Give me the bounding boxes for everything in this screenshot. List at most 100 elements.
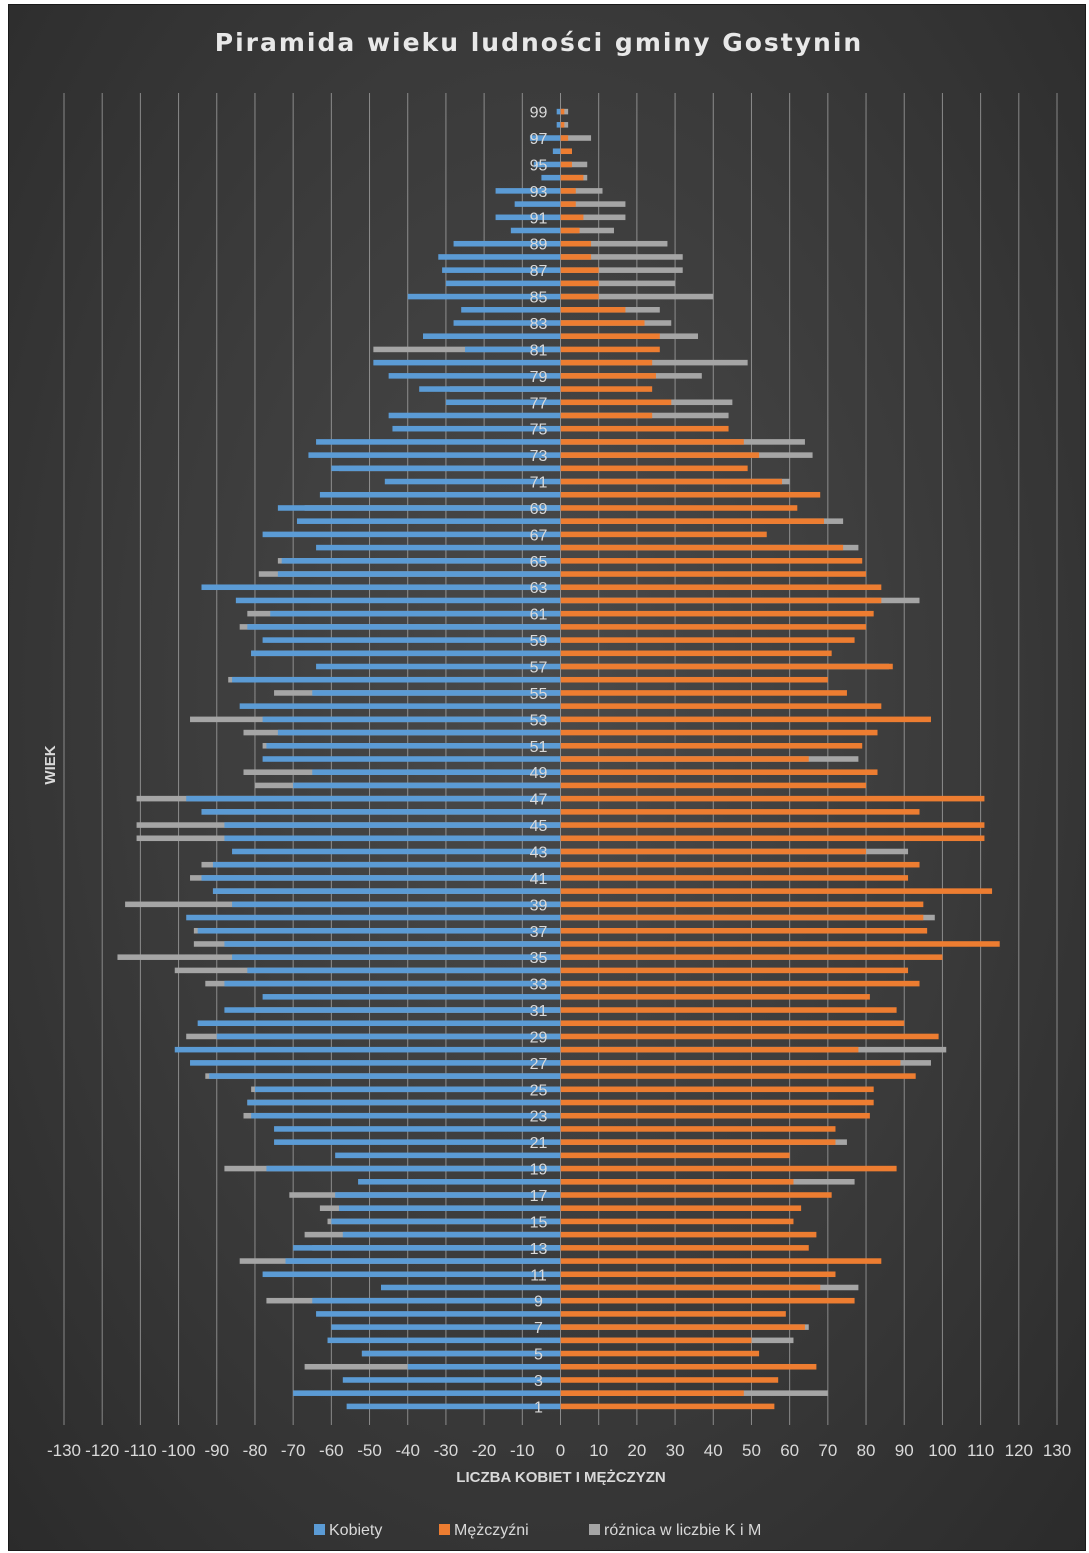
bar-women-age-26 bbox=[209, 1073, 561, 1079]
bar-women-age-7 bbox=[331, 1324, 561, 1330]
x-tick-label: -130 bbox=[47, 1441, 81, 1460]
x-tick-label: 80 bbox=[857, 1441, 876, 1460]
bar-women-age-84 bbox=[461, 307, 561, 313]
bar-women-age-21 bbox=[274, 1139, 561, 1145]
bar-men-age-55 bbox=[560, 690, 847, 696]
age-tick-label: 1 bbox=[534, 1399, 543, 1416]
bar-men-age-59 bbox=[560, 637, 855, 643]
bar-men-age-98 bbox=[560, 122, 565, 128]
bar-women-age-12 bbox=[285, 1258, 561, 1264]
x-tick-label: 10 bbox=[589, 1441, 608, 1460]
bar-men-age-75 bbox=[560, 425, 729, 432]
bar-women-age-40 bbox=[212, 888, 561, 894]
bar-women-age-68 bbox=[296, 518, 561, 524]
bar-men-age-41 bbox=[560, 875, 909, 881]
bar-women-age-1 bbox=[346, 1403, 561, 1410]
x-tick-label: -40 bbox=[395, 1441, 420, 1460]
bar-men-age-26 bbox=[560, 1073, 916, 1079]
bar-men-age-94 bbox=[560, 174, 584, 181]
bar-women-age-3 bbox=[342, 1377, 561, 1383]
age-tick-label: 61 bbox=[530, 607, 548, 624]
legend-swatch bbox=[439, 1524, 450, 1535]
bar-women-age-19 bbox=[266, 1165, 561, 1172]
age-tick-label: 95 bbox=[530, 157, 548, 174]
bar-women-age-56 bbox=[232, 676, 561, 683]
x-tick-label: -80 bbox=[243, 1441, 268, 1460]
age-tick-label: 35 bbox=[530, 950, 548, 967]
bar-men-age-97 bbox=[560, 135, 569, 141]
bar-men-age-42 bbox=[560, 861, 920, 868]
bar-men-age-93 bbox=[560, 188, 576, 194]
legend-label: Kobiety bbox=[329, 1522, 382, 1539]
bar-men-age-1 bbox=[560, 1403, 775, 1410]
bar-men-age-96 bbox=[560, 148, 572, 155]
age-tick-label: 75 bbox=[530, 422, 548, 439]
bar-women-age-74 bbox=[316, 439, 561, 445]
age-tick-label: 37 bbox=[530, 924, 548, 941]
bar-women-age-90 bbox=[510, 227, 561, 234]
bar-women-age-94 bbox=[541, 174, 561, 181]
bar-women-age-13 bbox=[293, 1245, 561, 1251]
bar-women-age-67 bbox=[262, 531, 561, 538]
bar-women-age-99 bbox=[556, 108, 561, 115]
bar-men-age-3 bbox=[560, 1377, 779, 1383]
bar-men-age-54 bbox=[560, 703, 882, 709]
bar-men-age-32 bbox=[560, 994, 870, 1000]
age-tick-label: 55 bbox=[530, 686, 548, 703]
bar-women-age-6 bbox=[327, 1337, 561, 1344]
legend: Kobiety Mężczyźni różnica w liczbie K i M bbox=[314, 1522, 761, 1539]
age-tick-label: 57 bbox=[530, 660, 548, 677]
bar-women-age-10 bbox=[380, 1284, 561, 1291]
age-tick-label: 97 bbox=[530, 131, 548, 148]
bar-women-age-42 bbox=[212, 861, 561, 868]
x-tick-label: 30 bbox=[666, 1441, 685, 1460]
age-tick-label: 41 bbox=[530, 871, 548, 888]
age-tick-label: 93 bbox=[530, 184, 548, 201]
bar-difference-age-95 bbox=[560, 161, 588, 168]
bar-difference-age-90 bbox=[560, 227, 614, 234]
bar-men-age-85 bbox=[560, 293, 599, 300]
bar-women-age-65 bbox=[281, 558, 561, 564]
bar-men-age-66 bbox=[560, 544, 844, 551]
bar-men-age-86 bbox=[560, 280, 599, 287]
bar-women-age-57 bbox=[316, 663, 561, 670]
bar-men-age-77 bbox=[560, 399, 672, 406]
bar-men-age-39 bbox=[560, 901, 924, 908]
x-tick-label: -20 bbox=[472, 1441, 497, 1460]
bar-women-age-62 bbox=[235, 597, 561, 604]
age-tick-label: 99 bbox=[530, 105, 548, 122]
age-tick-label: 63 bbox=[530, 580, 548, 597]
bar-men-age-45 bbox=[560, 822, 985, 828]
bar-women-age-63 bbox=[201, 584, 561, 591]
bar-men-age-12 bbox=[560, 1258, 882, 1264]
age-tick-label: 9 bbox=[534, 1294, 543, 1311]
bar-men-age-69 bbox=[560, 505, 798, 511]
bar-men-age-99 bbox=[560, 108, 565, 115]
chart-area: Piramida wieku ludności gminy Gostynin 1… bbox=[8, 4, 1086, 1551]
bar-difference-age-88 bbox=[560, 254, 683, 260]
bar-women-age-5 bbox=[361, 1350, 561, 1357]
x-tick-label: -60 bbox=[319, 1441, 344, 1460]
bar-women-age-49 bbox=[312, 769, 561, 775]
bar-men-age-83 bbox=[560, 320, 645, 326]
bar-women-age-16 bbox=[338, 1205, 561, 1211]
bar-men-age-43 bbox=[560, 848, 867, 855]
bar-men-age-95 bbox=[560, 161, 572, 168]
bar-men-age-48 bbox=[560, 782, 867, 789]
bar-women-age-30 bbox=[197, 1020, 561, 1027]
bar-men-age-84 bbox=[560, 307, 626, 313]
bar-men-age-44 bbox=[560, 835, 985, 842]
bar-women-age-48 bbox=[293, 782, 561, 789]
age-tick-label: 31 bbox=[530, 1003, 548, 1020]
bar-women-age-61 bbox=[270, 610, 561, 617]
age-tick-label: 39 bbox=[530, 897, 548, 914]
x-tick-label: 40 bbox=[704, 1441, 723, 1460]
bar-women-age-78 bbox=[419, 386, 561, 392]
bar-women-age-18 bbox=[358, 1179, 561, 1185]
bar-men-age-82 bbox=[560, 333, 660, 339]
x-tick-label: 70 bbox=[818, 1441, 837, 1460]
age-tick-label: 45 bbox=[530, 818, 548, 835]
bar-men-age-29 bbox=[560, 1033, 939, 1040]
bar-men-age-57 bbox=[560, 663, 893, 670]
bar-men-age-16 bbox=[560, 1205, 802, 1211]
